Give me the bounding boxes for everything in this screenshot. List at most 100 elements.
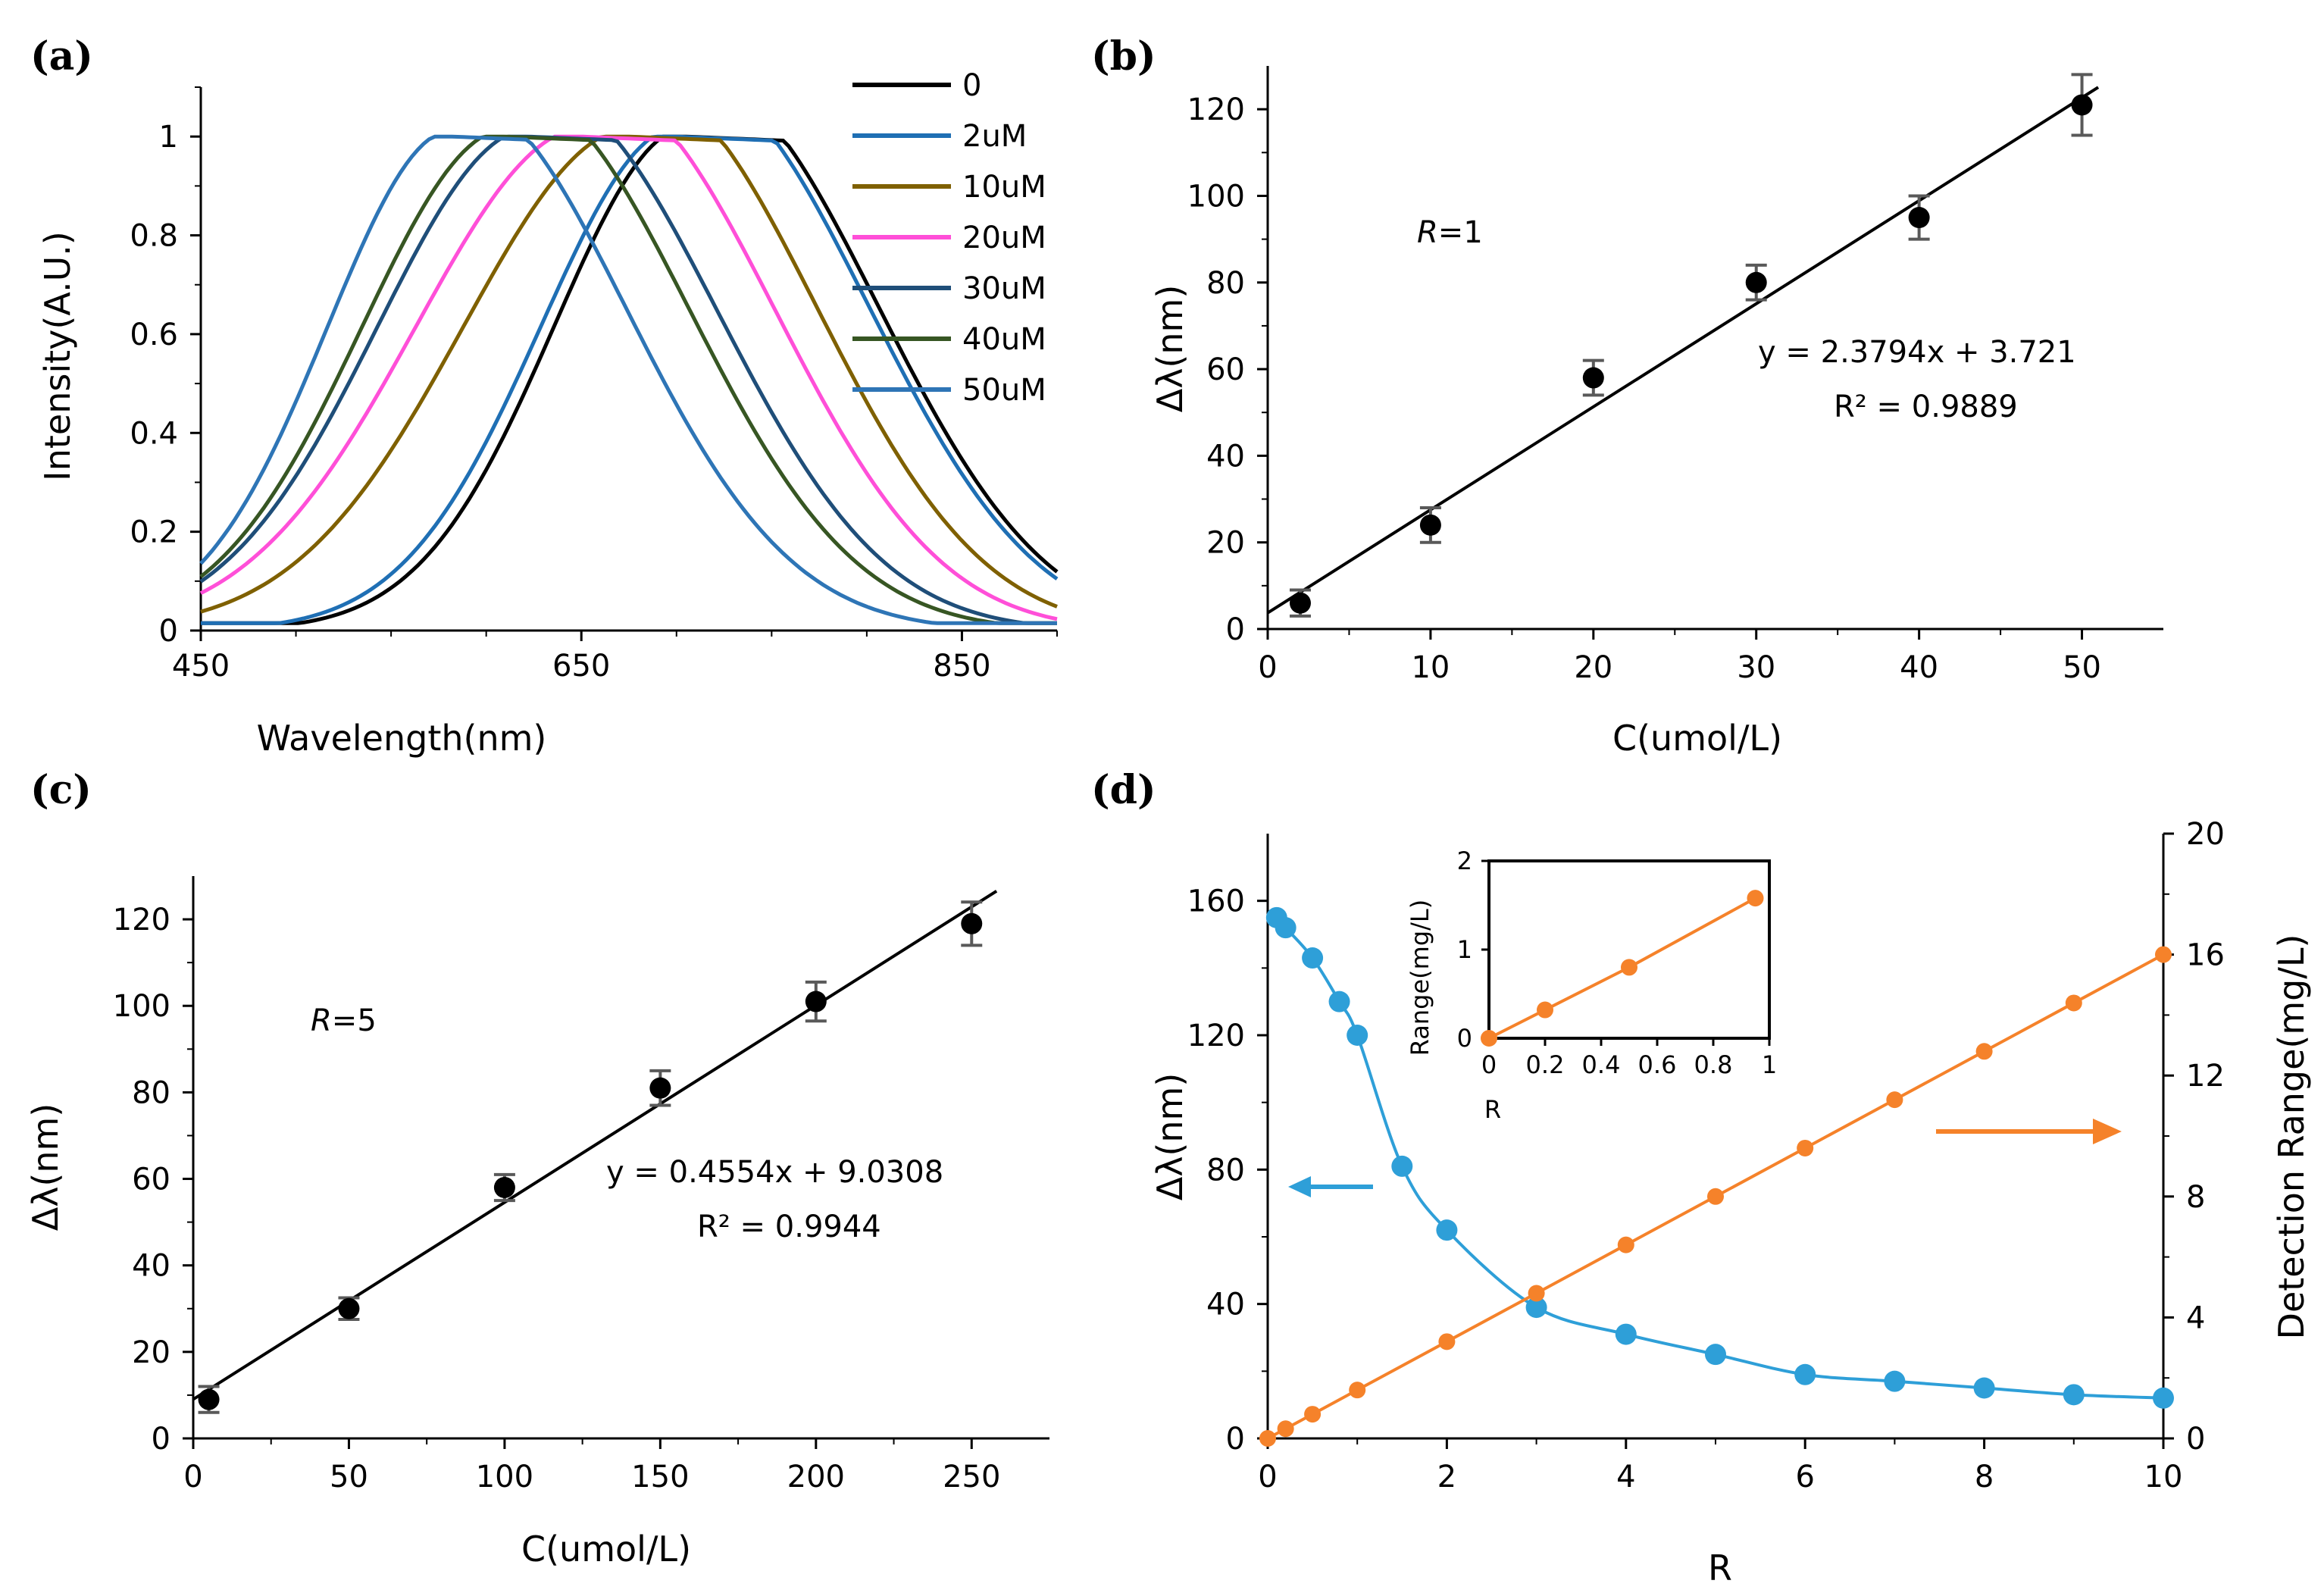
panel-d-point-detection-range: [1617, 1236, 1634, 1253]
panel-b-ytick-label: 0: [1226, 612, 1245, 647]
inset-ytick-label: 1: [1457, 935, 1472, 964]
panel-b-ylabel: Δλ(nm): [1149, 285, 1190, 413]
panel-d-point-detection-range: [1259, 1430, 1276, 1447]
panel-a-curves: [199, 134, 1059, 625]
spectrum-curve-10uM: [200, 134, 1058, 614]
panel-d-point-delta-lambda: [1275, 917, 1296, 939]
panel-c-ytick-label: 120: [113, 903, 170, 937]
panel-b-ytick-label: 20: [1206, 526, 1245, 561]
panel-d-y2label: Detection Range(mg/L): [2271, 934, 2312, 1340]
panel-d-arrows: [1288, 1119, 2122, 1197]
panel-c-label: (c): [30, 767, 92, 813]
panel-c-data-point: [493, 1176, 515, 1198]
inset-xtick-label: 0.4: [1582, 1050, 1621, 1079]
panel-d-point-detection-range: [1886, 1091, 1903, 1109]
panel-b-ytick-label: 120: [1187, 92, 1245, 127]
panel-d-point-detection-range: [2155, 946, 2172, 963]
panel-c-data-point: [338, 1297, 360, 1319]
inset-xtick-label: 0.2: [1526, 1050, 1565, 1079]
panel-c-plot: 0 20 40 60 80 100 120 0 50 100 150 200 250: [113, 876, 1049, 1494]
panel-d-point-delta-lambda: [1391, 1155, 1413, 1177]
spectrum-curve-30uM: [199, 134, 1057, 625]
panel-d-point-delta-lambda: [1302, 947, 1324, 969]
panel-b-xtick-label: 0: [1258, 650, 1277, 685]
panel-c-xtick-label: 150: [631, 1460, 689, 1494]
spectrum-curve-40uM: [199, 134, 1057, 625]
panel-b-xtick-label: 40: [1900, 650, 1938, 685]
inset-xtick-label: 0.6: [1638, 1050, 1677, 1079]
inset-xtick-label: 0: [1481, 1050, 1497, 1079]
panel-d-point-delta-lambda: [2153, 1387, 2174, 1409]
panel-b-fit-line: [1266, 86, 2100, 615]
panel-b-data-point: [1908, 207, 1930, 229]
panel-d-ylabel: Δλ(nm): [1149, 1073, 1190, 1201]
panel-d-xtick-label: 4: [1616, 1460, 1635, 1494]
panel-a-ytick-label: 0.4: [130, 416, 178, 451]
panel-c-xtick-label: 100: [476, 1460, 533, 1494]
inset-xtick-label: 0.8: [1694, 1050, 1733, 1079]
panel-d-point-delta-lambda: [1973, 1377, 1995, 1399]
panel-c-xtick-label: 50: [330, 1460, 368, 1494]
panel-b-data-point: [1289, 592, 1311, 614]
panel-d-xtick-label: 8: [1975, 1460, 1994, 1494]
panel-d-xtick-label: 10: [2144, 1460, 2183, 1494]
panel-d-ytick-label: 40: [1206, 1288, 1245, 1322]
legend-label-20uM: 20uM: [962, 221, 1046, 255]
panel-d-y2tick-label: 0: [2186, 1422, 2205, 1457]
panel-a-xtick-label: 450: [172, 649, 230, 684]
panel-d-y2tick-label: 12: [2186, 1059, 2225, 1094]
panel-d-point-detection-range: [1975, 1043, 1993, 1060]
inset-xlabel: R: [1484, 1095, 1501, 1124]
right-axis-arrowhead: [2093, 1119, 2122, 1144]
panel-d-y2tick-label: 16: [2186, 938, 2225, 973]
panel-b-ytick-label: 40: [1206, 439, 1245, 474]
panel-d-point-detection-range: [1797, 1139, 1814, 1156]
panel-c-data-point: [805, 991, 827, 1012]
panel-d-point-detection-range: [2065, 994, 2082, 1012]
panel-d-point-detection-range: [1438, 1333, 1456, 1350]
panel-d-xtick-label: 0: [1258, 1460, 1277, 1494]
panel-b-ytick-label: 60: [1206, 352, 1245, 387]
panel-a-ytick-label: 0.6: [130, 318, 178, 352]
panel-c-ytick-label: 80: [132, 1075, 170, 1110]
panel-c-ylabel: Δλ(nm): [25, 1103, 66, 1232]
panel-d-y2tick-label: 8: [2186, 1180, 2205, 1215]
panel-a-ytick-label: 0: [159, 614, 178, 649]
panel-d-point-detection-range: [1277, 1420, 1294, 1438]
panel-a-ylabel: Intensity(A.U.): [37, 231, 78, 481]
inset-ytick-label: 0: [1457, 1024, 1472, 1053]
panel-b-xlabel: C(umol/L): [1612, 718, 1782, 759]
panel-c-data-point: [198, 1388, 220, 1410]
panel-b-xtick-label: 50: [2063, 650, 2101, 685]
inset-point: [1621, 959, 1637, 976]
panel-c-ytick-label: 0: [152, 1422, 170, 1457]
panel-c-xtick-label: 200: [787, 1460, 845, 1494]
panel-d-xlabel: R: [1708, 1548, 1732, 1588]
legend-label-30uM: 30uM: [962, 271, 1046, 306]
panel-c-xlabel: C(umol/L): [521, 1529, 691, 1570]
inset-point: [1481, 1030, 1497, 1047]
panel-b-label: (b): [1091, 33, 1156, 80]
panel-c-data-point: [649, 1077, 671, 1099]
panel-b-xtick-label: 10: [1411, 650, 1450, 685]
panel-d-point-delta-lambda: [1705, 1344, 1726, 1366]
panel-d-point-detection-range: [1349, 1382, 1366, 1399]
panel-d-point-delta-lambda: [1436, 1219, 1458, 1241]
panel-c-xtick-label: 0: [183, 1460, 202, 1494]
panel-c-linear-fit: (c) C(umol/L) Δλ(nm) R=5 y = 0.4554x + 9…: [25, 767, 1049, 1570]
panel-b-linear-fit: (b) C(umol/L) Δλ(nm) R=1 y = 2.3794x + 3…: [1091, 33, 2163, 759]
spectrum-curve-20uM: [199, 134, 1058, 621]
panel-d-point-detection-range: [1528, 1285, 1545, 1302]
panel-d-point-delta-lambda: [1328, 991, 1350, 1012]
panel-c-r-annotation: R=5: [311, 1003, 377, 1038]
left-axis-arrowhead: [1288, 1176, 1311, 1197]
panel-d-y2tick-label: 20: [2186, 817, 2225, 852]
panel-d-point-delta-lambda: [1615, 1323, 1637, 1345]
panel-d-point-delta-lambda: [1347, 1025, 1368, 1046]
panel-c-data-point: [961, 912, 983, 934]
panel-d-y2tick-label: 4: [2186, 1300, 2205, 1335]
spectrum-curve-2uM: [201, 134, 1059, 625]
inset-ylabel: Range(mg/L): [1406, 900, 1434, 1056]
legend-label-10uM: 10uM: [962, 170, 1046, 205]
